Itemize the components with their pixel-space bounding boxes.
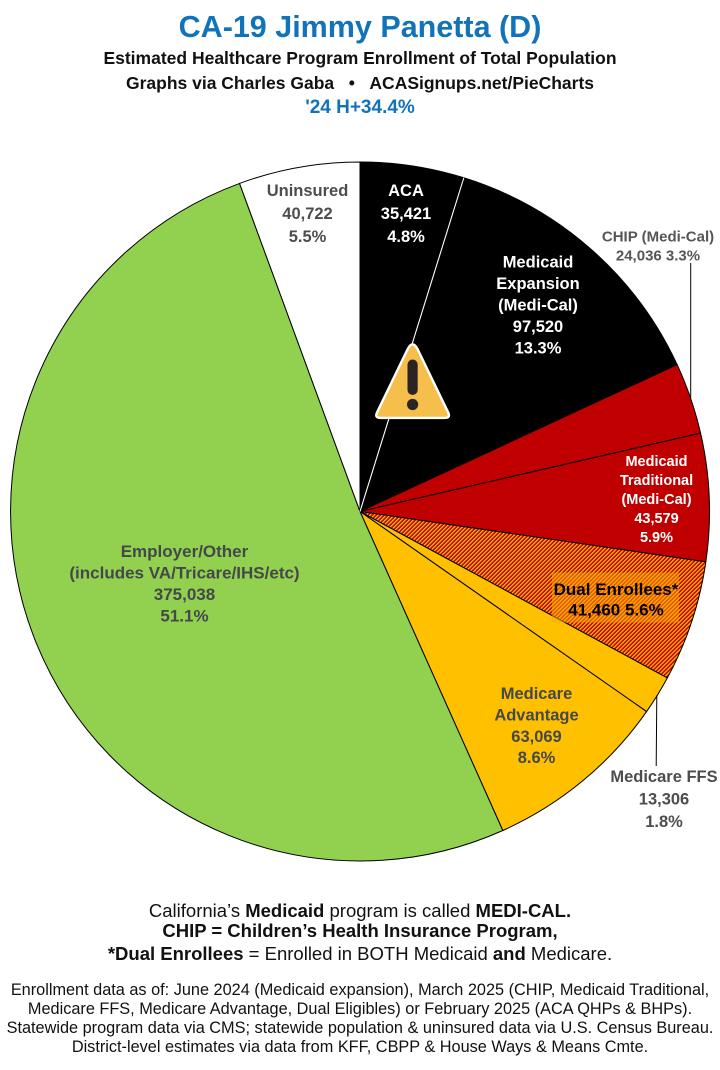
svg-text:Medicare FFS: Medicare FFS: [610, 768, 717, 786]
svg-text:5.9%: 5.9%: [640, 530, 673, 546]
svg-text:51.1%: 51.1%: [160, 607, 208, 626]
svg-text:Medicare: Medicare: [501, 685, 573, 703]
svg-text:1.8%: 1.8%: [645, 813, 683, 831]
svg-text:4.8%: 4.8%: [387, 228, 425, 246]
svg-text:43,579: 43,579: [634, 511, 678, 527]
svg-text:(Medi-Cal): (Medi-Cal): [498, 297, 578, 315]
svg-text:Advantage: Advantage: [494, 707, 578, 725]
svg-text:Employer/Other: Employer/Other: [121, 542, 249, 561]
svg-text:Dual Enrollees*: Dual Enrollees*: [554, 580, 679, 599]
svg-text:35,421: 35,421: [381, 205, 431, 223]
svg-text:24,036 3.3%: 24,036 3.3%: [616, 248, 700, 265]
svg-text:13.3%: 13.3%: [515, 340, 562, 358]
svg-text:ACA: ACA: [388, 182, 424, 200]
svg-text:(Medi-Cal): (Medi-Cal): [621, 492, 691, 508]
svg-text:63,069: 63,069: [511, 728, 561, 746]
svg-text:13,306: 13,306: [639, 791, 689, 809]
svg-text:CHIP (Medi-Cal): CHIP (Medi-Cal): [602, 229, 714, 246]
svg-text:(includes VA/Tricare/IHS/etc): (includes VA/Tricare/IHS/etc): [69, 564, 299, 583]
svg-text:Medicaid: Medicaid: [625, 454, 687, 470]
svg-text:Medicaid: Medicaid: [503, 254, 574, 272]
svg-text:Traditional: Traditional: [620, 473, 693, 489]
svg-text:40,722: 40,722: [282, 205, 332, 223]
svg-text:375,038: 375,038: [154, 585, 215, 604]
svg-text:Uninsured: Uninsured: [267, 182, 349, 200]
svg-text:41,460 5.6%: 41,460 5.6%: [568, 601, 663, 620]
svg-text:5.5%: 5.5%: [289, 228, 327, 246]
svg-text:97,520: 97,520: [513, 318, 563, 336]
svg-text:8.6%: 8.6%: [518, 749, 556, 767]
svg-text:Expansion: Expansion: [496, 275, 579, 293]
